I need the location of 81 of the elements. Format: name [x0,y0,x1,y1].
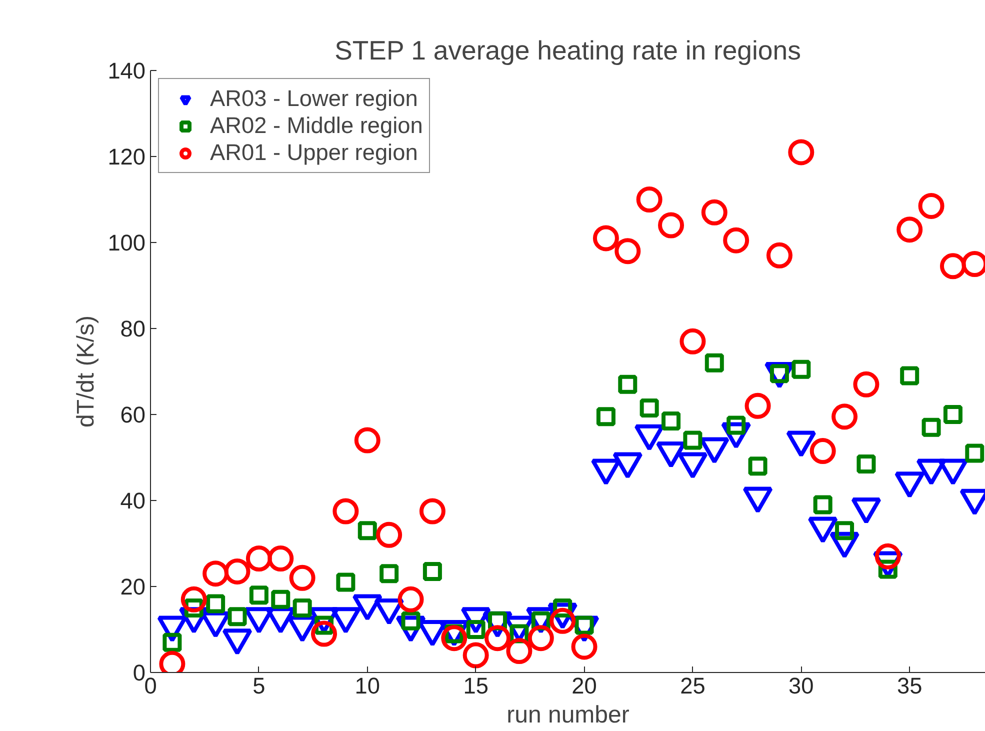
point [419,498,446,524]
point [289,564,316,591]
point [744,392,771,419]
point [249,586,268,605]
point [658,212,684,238]
point [813,495,832,514]
x-tick-label: 10 [354,672,380,698]
point [422,562,442,581]
point [246,546,272,572]
point [228,607,247,626]
chart-title: STEP 1 average heating rate in regions [334,36,801,66]
point [683,430,702,450]
point [180,586,207,612]
point [336,572,356,592]
x-tick-label: 25 [680,672,706,698]
point [380,564,399,584]
point [332,498,359,524]
point [704,353,724,372]
point [271,590,290,609]
point [592,225,619,252]
point [462,642,489,668]
point [680,328,706,354]
point [874,543,901,570]
y-tick-label: 140 [108,58,146,84]
point [900,366,920,386]
legend-label: AR02 - Middle region [210,112,423,139]
y-tick-label: 20 [120,574,146,600]
point [835,521,854,540]
y-axis-title: dT/dt (K/s) [72,315,100,428]
point [162,632,182,652]
point [636,186,662,212]
x-tick-label: 30 [788,672,814,698]
point [506,638,532,664]
point [376,522,402,548]
y-tick-label: 40 [120,488,146,514]
point [856,454,876,474]
legend-label: AR03 - Lower region [210,85,418,112]
point [528,625,554,652]
point [484,625,511,652]
point [766,242,792,268]
point [202,560,229,587]
point [918,192,944,219]
point [358,521,377,540]
point [940,253,966,280]
x-axis-title: run number [506,702,630,728]
point [792,360,811,379]
point [832,404,858,430]
x-tick-label: 15 [463,672,488,698]
y-tick-label: 80 [120,316,146,342]
point [723,227,750,254]
x-tick-label: 5 [252,672,266,698]
point [354,427,380,454]
point [292,598,312,618]
point [571,634,598,660]
point [788,139,814,166]
x-tick-label: 35 [896,672,922,698]
y-tick-label: 60 [120,402,146,428]
x-tick-label: 20 [572,672,597,698]
point [943,405,962,424]
point [441,625,468,652]
y-tick-label: 120 [108,144,146,170]
point [268,546,294,572]
point [618,374,638,394]
point [701,199,728,226]
point [614,238,641,264]
legend-label: AR01 - Upper region [210,139,418,166]
point [853,371,880,398]
point [640,398,659,418]
point [550,608,576,634]
point [398,586,424,612]
point [224,558,250,584]
point [748,456,768,476]
point [922,418,941,437]
point [206,594,226,614]
point [311,620,338,647]
point [596,407,616,426]
point [810,438,836,464]
point [662,411,681,430]
point [965,444,984,463]
y-tick-label: 100 [108,230,146,256]
point [896,216,923,243]
